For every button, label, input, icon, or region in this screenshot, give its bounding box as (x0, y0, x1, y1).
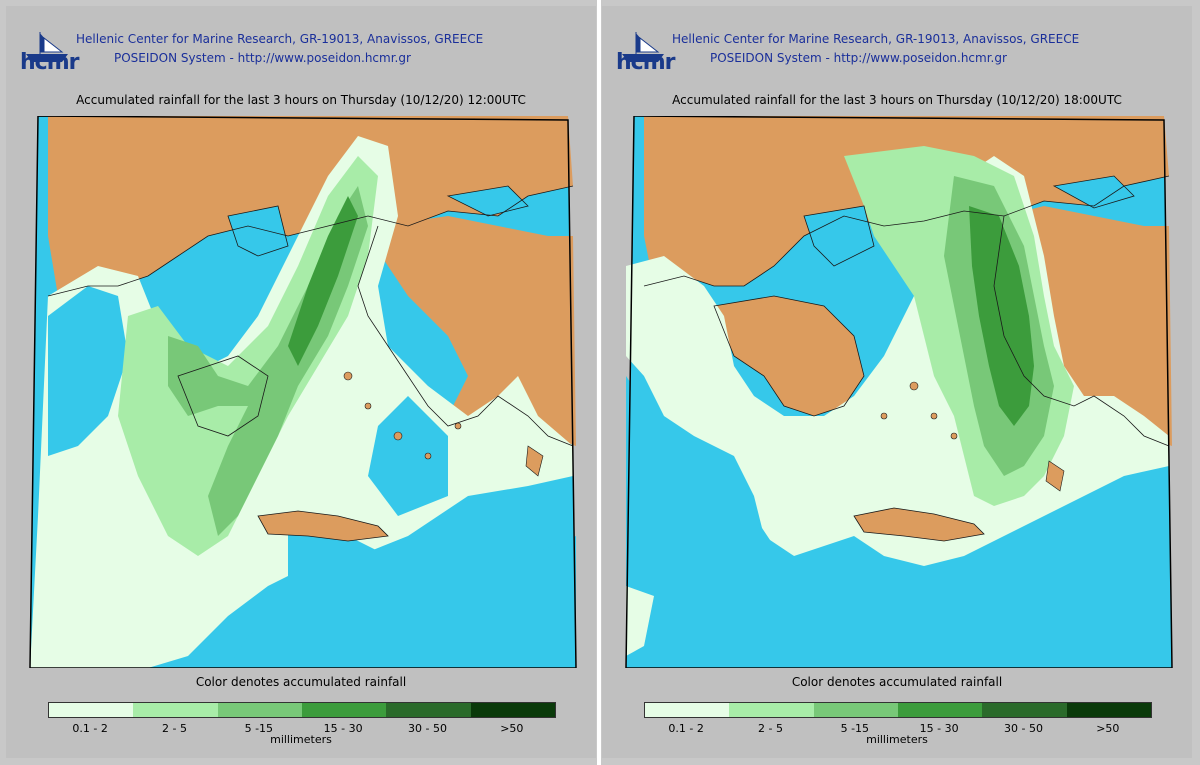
legend-swatch (301, 703, 387, 717)
rain-band-2-5 (118, 156, 378, 556)
header-institution: Hellenic Center for Marine Research, GR-… (76, 32, 484, 46)
hcmr-ship-logo-icon (26, 32, 68, 62)
header-institution: Hellenic Center for Marine Research, GR-… (672, 32, 1080, 46)
legend-label: 2 - 5 (162, 722, 187, 735)
rainfall-map (29, 116, 577, 668)
hcmr-logo-text: hcmr (20, 50, 79, 75)
hcmr-ship-logo-icon (622, 32, 664, 62)
land-crete (853, 507, 985, 542)
legend-labels: 0.1 - 2 2 - 5 5 -15 15 - 30 30 - 50 >50 (644, 722, 1150, 736)
land-balkans (48, 116, 573, 296)
legend-swatch (133, 703, 218, 717)
legend-label: >50 (1096, 722, 1120, 735)
aegean-north (804, 206, 874, 266)
legend-label: 0.1 - 2 (72, 722, 108, 735)
legend-label: 0.1 - 2 (668, 722, 704, 735)
rain-band-15-30 (288, 196, 358, 366)
header-system: POSEIDON System - http://www.poseidon.hc… (114, 51, 411, 65)
rain-band-0-2 (30, 136, 573, 668)
legend-title: Color denotes accumulated rainfall (791, 675, 1003, 689)
legend-swatch (729, 703, 814, 717)
legend-label: 5 -15 (244, 722, 274, 735)
legend-label: 2 - 5 (758, 722, 783, 735)
hcmr-logo-text: hcmr (616, 50, 675, 75)
rain-band-15-30 (969, 206, 1034, 426)
legend-swatch (645, 703, 730, 717)
legend-label: 30 - 50 (407, 722, 447, 735)
legend-unit: millimeters (866, 733, 928, 746)
legend-unit: millimeters (270, 733, 332, 746)
legend-swatch (982, 703, 1067, 717)
map-title: Accumulated rainfall for the last 3 hour… (76, 93, 526, 107)
legend-swatch (1066, 703, 1151, 717)
legend-label: 5 -15 (840, 722, 870, 735)
header-system: POSEIDON System - http://www.poseidon.hc… (710, 51, 1007, 65)
land-greece-south (714, 296, 864, 416)
legend-swatch (813, 703, 898, 717)
map-title: Accumulated rainfall for the last 3 hour… (672, 93, 1122, 107)
legend-swatch (49, 703, 134, 717)
legend-label: 15 - 30 (323, 722, 363, 735)
legend-title: Color denotes accumulated rainfall (195, 675, 407, 689)
legend-swatch (470, 703, 555, 717)
legend-label: 30 - 50 (1003, 722, 1043, 735)
legend-swatch (217, 703, 302, 717)
legend-color-bar (644, 702, 1152, 718)
map-panel-left: hcmr Hellenic Center for Marine Research… (6, 6, 596, 758)
aegean-north (228, 206, 288, 256)
panel-divider (597, 0, 601, 765)
marmara-sea (448, 186, 528, 216)
land-crete (257, 510, 389, 542)
legend-label: 15 - 30 (919, 722, 959, 735)
legend-labels: 0.1 - 2 2 - 5 5 -15 15 - 30 30 - 50 >50 (48, 722, 554, 736)
marmara-sea (1054, 176, 1134, 208)
legend-color-bar (48, 702, 556, 718)
legend-swatch (386, 703, 471, 717)
legend-swatch (897, 703, 983, 717)
map-panel-right: hcmr Hellenic Center for Marine Research… (602, 6, 1192, 758)
rainfall-map (625, 116, 1173, 668)
legend-label: >50 (500, 722, 524, 735)
